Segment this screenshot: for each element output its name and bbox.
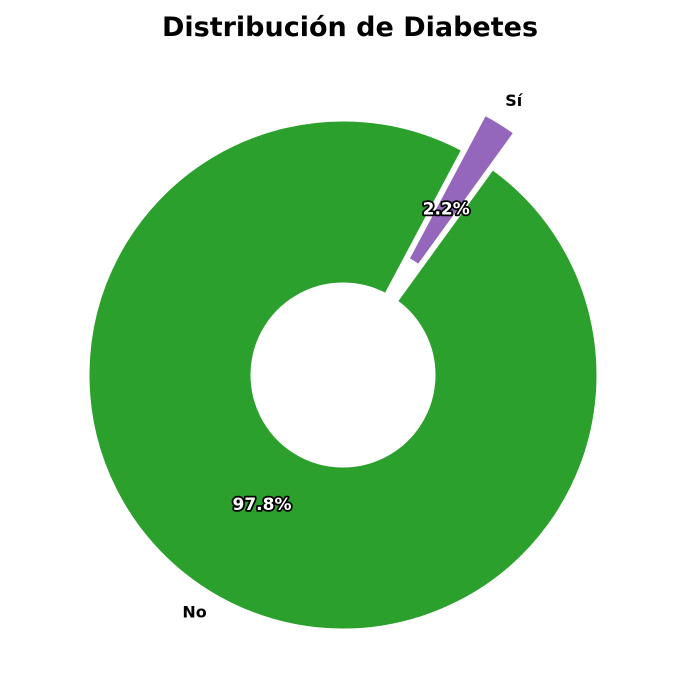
percent-label: 97.8% bbox=[233, 495, 292, 515]
slice-s- bbox=[406, 112, 517, 268]
category-label: No bbox=[182, 602, 206, 621]
category-label: Sí bbox=[505, 91, 524, 110]
donut-labels: No 97.8% Sí 2.2% bbox=[182, 91, 523, 622]
chart-title: Distribución de Diabetes bbox=[162, 12, 538, 43]
donut-slices bbox=[86, 112, 600, 632]
percent-label: 2.2% bbox=[423, 200, 470, 220]
slice-no bbox=[86, 118, 600, 632]
